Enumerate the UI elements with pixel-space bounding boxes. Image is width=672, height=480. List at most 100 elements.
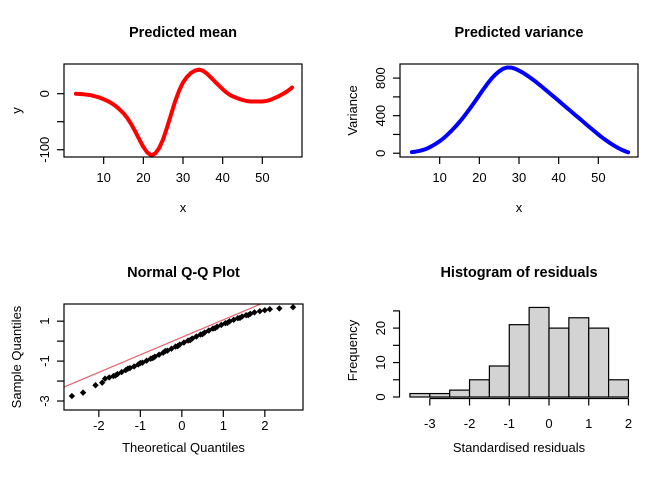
x-tick-label: 50: [255, 170, 269, 185]
hist-bar: [429, 392, 451, 398]
y-axis-label: y: [9, 107, 24, 114]
x-axis: 10 20 30 40 50: [432, 157, 606, 185]
qq-point: [159, 349, 167, 356]
x-tick-label: -2: [93, 418, 105, 433]
x-tick-label: 0: [178, 418, 185, 433]
y-tick-label: -100: [37, 137, 52, 163]
hist-bar: [548, 327, 570, 398]
hist-bars: [409, 306, 630, 398]
chart-title: Histogram of residuals: [440, 265, 597, 281]
plot-frame: [399, 63, 639, 158]
hist-bar: [588, 327, 610, 398]
x-tick-label: 30: [512, 170, 526, 185]
qq-point: [176, 341, 183, 348]
x-tick-label: 10: [96, 170, 110, 185]
qq-point: [130, 363, 138, 370]
x-tick-label: 30: [176, 170, 190, 185]
qq-point: [174, 342, 181, 350]
hist-bar: [409, 392, 431, 398]
x-tick-label: 1: [585, 416, 592, 431]
qq-points: [68, 304, 297, 400]
panel-predicted-mean: Predicted mean 10 20 30 40 50 0 -100 x y: [0, 0, 336, 240]
y-tick-label: 1: [37, 318, 52, 325]
x-tick-label: 1: [220, 418, 227, 433]
qq-point: [289, 304, 297, 311]
x-tick-label: -1: [135, 418, 147, 433]
y-axis-label: Sample Quantiles: [9, 305, 24, 408]
x-axis-label: x: [516, 200, 523, 215]
hist-bar: [568, 317, 590, 398]
qq-point: [186, 336, 194, 344]
normal-qq-plot-plot: Normal Q-Q Plot -2 -1 0 1 2 1 -1 -3 Theoretical Q…: [9, 265, 304, 455]
y-axis: 1 -1 -3: [37, 318, 64, 407]
qq-point: [261, 306, 269, 314]
panel-predicted-variance: Predicted variance 10 20 30 40 50 0 400 800 x Vari…: [336, 0, 672, 240]
x-tick-label: 0: [545, 416, 552, 431]
x-axis: -2 -1 0 1 2: [93, 410, 268, 433]
predicted-variance-plot: Predicted variance 10 20 30 40 50 0 400 800 x Vari…: [345, 25, 639, 215]
y-axis-label: Frequency: [345, 319, 360, 381]
x-axis: -3 -2 -1 0 1 2: [424, 397, 632, 431]
qq-point: [149, 354, 156, 362]
x-tick-label: -1: [503, 416, 515, 431]
y-tick-label: 10: [373, 355, 388, 369]
y-axis: 0 10 20: [373, 310, 401, 401]
hist-bar: [488, 365, 510, 398]
qq-point: [137, 359, 144, 367]
qq-point: [224, 319, 231, 326]
curve-line: [409, 65, 631, 155]
x-tick-label: -3: [424, 416, 436, 431]
x-tick-label: 20: [472, 170, 486, 185]
x-tick-label: 20: [136, 170, 150, 185]
histogram-of-residuals-plot: Histogram of residuals-3 -2 -1 0 1 201020Stan…: [345, 265, 632, 455]
qq-point: [266, 305, 274, 313]
hist-bar: [468, 379, 490, 398]
hist-bar: [449, 389, 471, 398]
qq-point: [213, 323, 221, 330]
qq-reference-line: [64, 304, 261, 388]
panel-histogram: Histogram of residuals -3 -2 -1 0 1 2 0 10 20 Stan…: [336, 240, 672, 480]
qq-point: [199, 330, 206, 338]
y-tick-label: 400: [373, 105, 388, 127]
x-axis: 10 20 30 40 50: [96, 157, 270, 185]
y-tick-label: 0: [37, 90, 52, 97]
qq-point: [168, 345, 175, 352]
y-axis: 0 -100: [37, 90, 64, 163]
hist-bar: [508, 324, 530, 398]
x-tick-label: 40: [551, 170, 565, 185]
x-tick-label: -2: [464, 416, 476, 431]
x-tick-label: 2: [261, 418, 268, 433]
x-tick-label: 2: [625, 416, 632, 431]
predicted-mean-plot: Predicted mean 10 20 30 40 50 0 -100 x y: [9, 25, 303, 215]
hist-bar: [607, 379, 630, 398]
y-tick-label: 0: [373, 393, 388, 400]
x-tick-label: 40: [215, 170, 229, 185]
x-tick-label: 10: [432, 170, 446, 185]
plot-frame: [63, 63, 303, 158]
qq-point: [92, 382, 99, 389]
plot-frame: [63, 303, 304, 411]
y-axis-label: Variance: [345, 85, 360, 135]
y-tick-label: 800: [373, 67, 388, 89]
y-axis: 0 400 800: [373, 67, 400, 157]
chart-title: Normal Q-Q Plot: [127, 265, 240, 281]
chart-title: Predicted mean: [129, 25, 237, 41]
qq-point: [112, 372, 119, 379]
y-tick-label: 20: [373, 321, 388, 335]
x-tick-label: 50: [591, 170, 605, 185]
qq-point: [236, 314, 244, 322]
x-axis-label: Standardised residuals: [453, 440, 586, 455]
x-axis-label: Theoretical Quantiles: [122, 440, 245, 455]
qq-point: [251, 309, 258, 316]
hist-bar: [528, 306, 550, 398]
qq-point: [162, 347, 169, 355]
qq-point: [79, 389, 87, 396]
y-tick-label: 0: [373, 150, 388, 157]
curve-line: [73, 67, 295, 157]
panel-qq-plot: Normal Q-Q Plot -2 -1 0 1 2 1 -1 -3 Theoretical Q…: [0, 240, 336, 480]
qq-point: [211, 324, 219, 332]
y-tick-label: -3: [37, 395, 52, 407]
qq-point: [124, 365, 132, 372]
y-tick-label: -1: [37, 355, 52, 367]
